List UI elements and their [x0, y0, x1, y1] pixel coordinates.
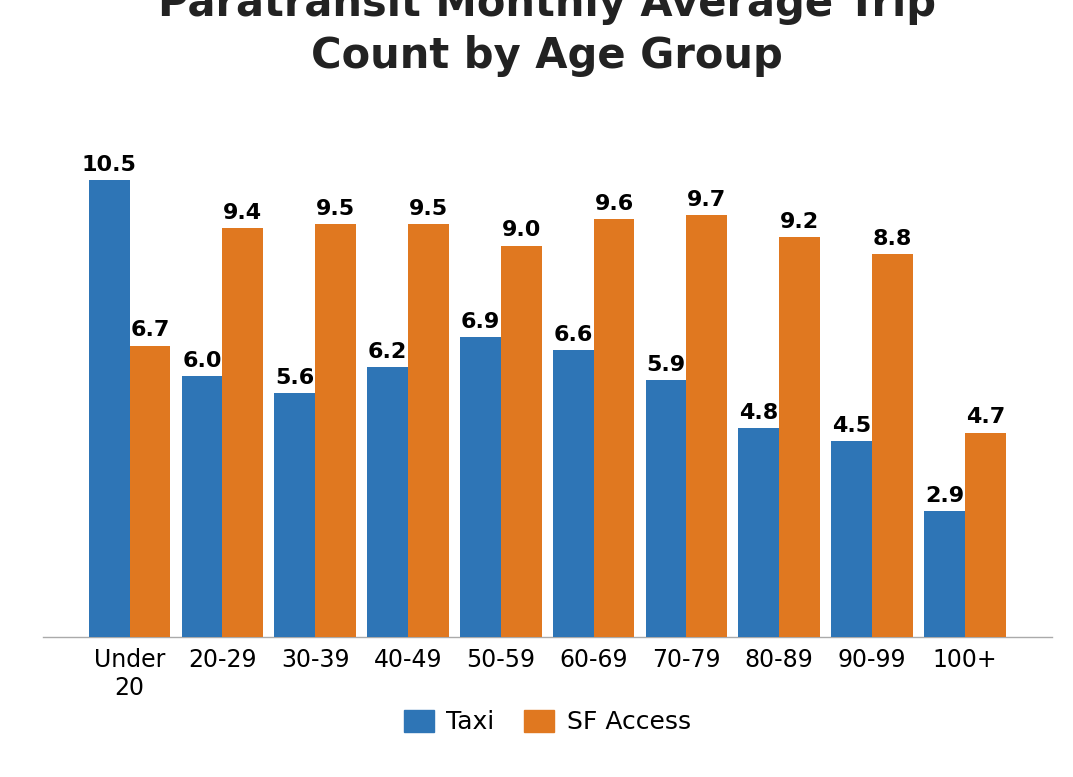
- Bar: [460, 337, 501, 637]
- Text: 6.0: 6.0: [182, 351, 222, 371]
- Bar: [89, 180, 130, 637]
- Bar: [924, 511, 965, 637]
- Bar: [222, 228, 263, 637]
- Text: 9.0: 9.0: [501, 221, 541, 240]
- Text: 9.5: 9.5: [409, 199, 449, 218]
- Text: 9.4: 9.4: [223, 203, 263, 223]
- Text: 4.5: 4.5: [832, 416, 871, 436]
- Text: 9.6: 9.6: [594, 194, 634, 214]
- Bar: [832, 441, 872, 637]
- Bar: [738, 428, 779, 637]
- Bar: [315, 224, 356, 637]
- Text: 6.9: 6.9: [460, 312, 500, 332]
- Text: 9.7: 9.7: [687, 190, 726, 210]
- Text: 6.2: 6.2: [368, 342, 408, 362]
- Text: 5.6: 5.6: [275, 368, 314, 388]
- Bar: [646, 381, 687, 637]
- Bar: [553, 350, 593, 637]
- Text: 8.8: 8.8: [872, 229, 912, 249]
- Bar: [501, 246, 542, 637]
- Bar: [687, 215, 727, 637]
- Text: 6.7: 6.7: [130, 320, 170, 340]
- Text: 5.9: 5.9: [646, 355, 686, 375]
- Text: 9.2: 9.2: [780, 211, 819, 232]
- Text: 2.9: 2.9: [925, 486, 964, 506]
- Bar: [275, 393, 315, 637]
- Bar: [408, 224, 449, 637]
- Text: 9.5: 9.5: [317, 199, 355, 218]
- Bar: [130, 346, 171, 637]
- Text: 6.6: 6.6: [554, 325, 593, 345]
- Text: 4.8: 4.8: [739, 403, 778, 423]
- Text: 4.7: 4.7: [966, 407, 1005, 427]
- Bar: [593, 219, 634, 637]
- Legend: Taxi, SF Access: Taxi, SF Access: [394, 699, 701, 744]
- Title: Paratransit Monthly Average Trip
Count by Age Group: Paratransit Monthly Average Trip Count b…: [158, 0, 937, 77]
- Bar: [367, 368, 408, 637]
- Bar: [965, 433, 1005, 637]
- Bar: [872, 254, 913, 637]
- Bar: [181, 376, 222, 637]
- Bar: [779, 237, 820, 637]
- Text: 10.5: 10.5: [82, 155, 136, 175]
